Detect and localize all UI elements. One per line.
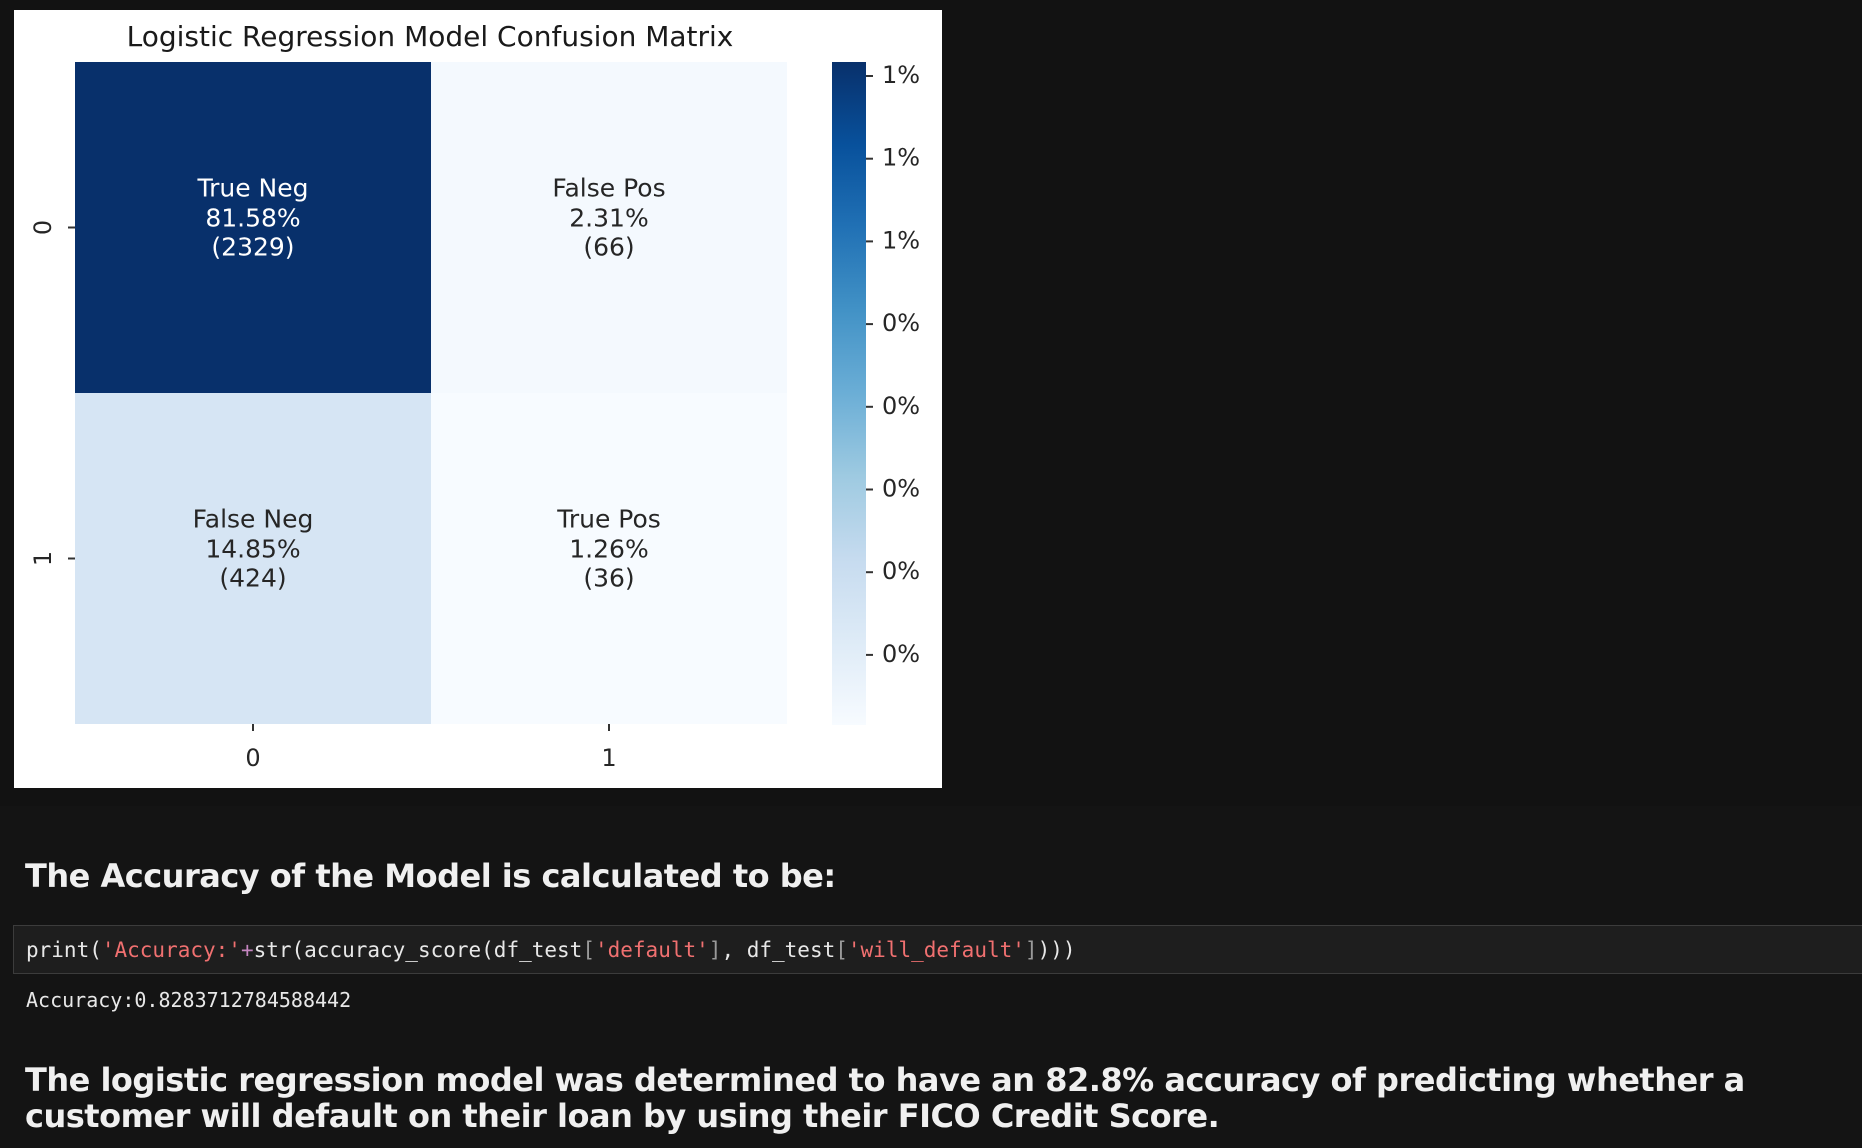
- code-token: ))): [1038, 938, 1076, 962]
- colorbar-tick-label: 0%: [882, 640, 920, 668]
- colorbar-tick-label: 1%: [882, 61, 920, 89]
- code-token-string: 'will_default': [848, 938, 1025, 962]
- code-token-string: 'default': [595, 938, 709, 962]
- y-tick-label: 1: [29, 551, 57, 566]
- x-tick-label: 1: [601, 744, 616, 772]
- code-token: print(: [26, 938, 102, 962]
- confusion-matrix-figure: Logistic Regression Model Confusion Matr…: [14, 10, 942, 788]
- code-token-string: 'Accuracy:': [102, 938, 241, 962]
- cell-label: False Neg: [193, 505, 314, 534]
- cell-count: (66): [583, 233, 634, 262]
- confusion-matrix-chart: Logistic Regression Model Confusion Matr…: [14, 10, 942, 788]
- cell-label: False Pos: [552, 174, 665, 203]
- cell-label: True Neg: [197, 174, 309, 203]
- colorbar-tick-label: 0%: [882, 309, 920, 337]
- y-tick-label: 0: [29, 220, 57, 235]
- cell-count: (2329): [211, 233, 294, 262]
- chart-title: Logistic Regression Model Confusion Matr…: [127, 20, 734, 53]
- code-token-operator: +: [241, 938, 254, 962]
- cell-percent: 81.58%: [205, 204, 300, 233]
- cell-output: Accuracy:0.8283712784588442: [26, 987, 351, 1013]
- code-token-bracket: ]: [709, 938, 722, 962]
- cell-percent: 14.85%: [205, 535, 300, 564]
- colorbar-tick-label: 0%: [882, 392, 920, 420]
- cell-count: (36): [583, 564, 634, 593]
- code-token-bracket: [: [582, 938, 595, 962]
- code-token-bracket: ]: [1025, 938, 1038, 962]
- accuracy-heading: The Accuracy of the Model is calculated …: [25, 854, 836, 898]
- conclusion-text: The logistic regression model was determ…: [25, 1062, 1860, 1134]
- colorbar-gradient: [832, 62, 866, 725]
- colorbar-tick-label: 0%: [882, 475, 920, 503]
- cell-label: True Pos: [556, 505, 661, 534]
- code-token: str(accuracy_score(df_test: [254, 938, 583, 962]
- code-token: , df_test: [721, 938, 835, 962]
- code-line[interactable]: print('Accuracy:'+str(accuracy_score(df_…: [26, 937, 1076, 963]
- code-cell[interactable]: print('Accuracy:'+str(accuracy_score(df_…: [13, 925, 1862, 974]
- cell-percent: 2.31%: [569, 204, 648, 233]
- colorbar: 1% 1% 1% 0% 0% 0% 0% 0%: [832, 61, 920, 725]
- colorbar-tick-label: 1%: [882, 226, 920, 254]
- x-tick-label: 0: [245, 744, 260, 772]
- code-token-bracket: [: [835, 938, 848, 962]
- colorbar-tick-label: 1%: [882, 144, 920, 172]
- colorbar-tick-label: 0%: [882, 557, 920, 585]
- cell-count: (424): [219, 564, 286, 593]
- cell-percent: 1.26%: [569, 535, 648, 564]
- plot-output: Logistic Regression Model Confusion Matr…: [0, 0, 1862, 806]
